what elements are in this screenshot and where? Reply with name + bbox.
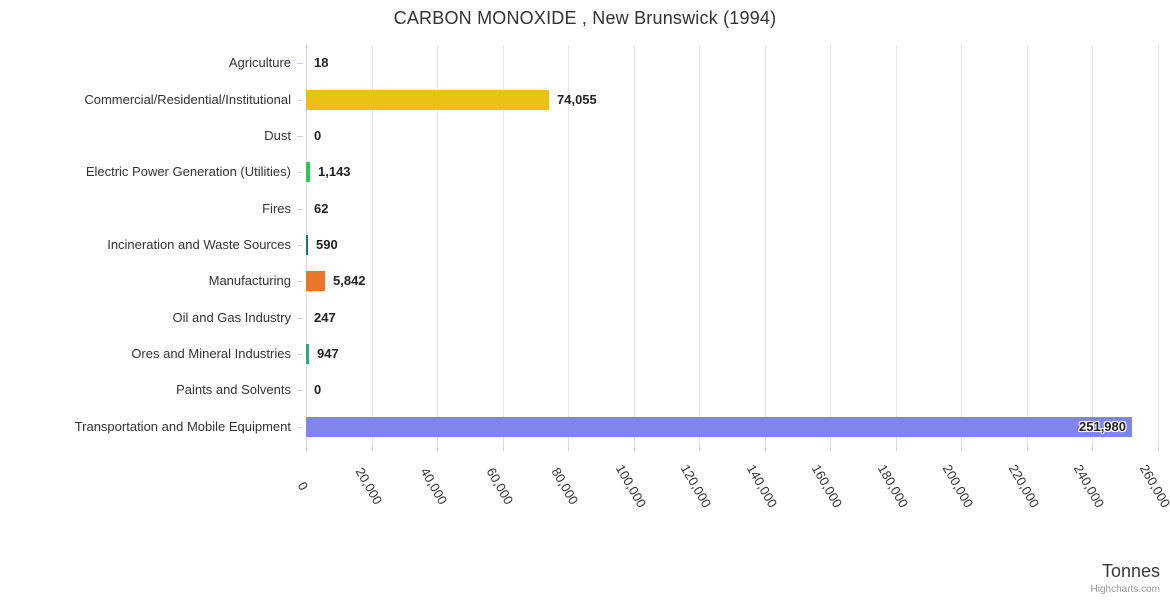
x-tick-label: 240,000	[1070, 461, 1108, 511]
bar[interactable]	[306, 90, 549, 110]
category-label: Agriculture	[228, 55, 291, 70]
category-tick	[297, 209, 303, 210]
x-tick-label: 60,000	[483, 465, 517, 507]
x-tick-label: 100,000	[612, 461, 650, 511]
category-tick	[297, 136, 303, 137]
x-axis-tick	[568, 445, 569, 451]
category-label: Fires	[262, 201, 291, 216]
x-tick-label: 260,000	[1136, 461, 1170, 511]
bar-value-label: 1,143	[318, 164, 351, 179]
category-tick	[297, 63, 303, 64]
x-axis-tick	[1027, 445, 1028, 451]
category-tick	[297, 281, 303, 282]
bar-value-label: 590	[316, 237, 338, 252]
bar-value-label: 18	[314, 55, 329, 70]
x-tick-label: 20,000	[352, 465, 386, 507]
x-tick-label: 40,000	[417, 465, 451, 507]
grid-line	[961, 45, 962, 445]
bar[interactable]	[306, 162, 310, 182]
category-label: Dust	[264, 128, 291, 143]
category-label: Electric Power Generation (Utilities)	[85, 164, 291, 179]
bar[interactable]	[306, 271, 325, 291]
x-tick-label: 180,000	[874, 461, 912, 511]
axis-title-tonnes: Tonnes	[1101, 561, 1160, 581]
x-axis-tick	[503, 445, 504, 451]
category-label: Transportation and Mobile Equipment	[74, 419, 291, 434]
x-tick-label: 0	[294, 479, 312, 493]
x-tick-label: 160,000	[808, 461, 846, 511]
x-axis-tick	[961, 445, 962, 451]
grid-line	[830, 45, 831, 445]
x-axis-tick	[830, 445, 831, 451]
category-tick	[297, 390, 303, 391]
bar-value-label: 251,980	[1079, 419, 1126, 434]
x-tick-label: 200,000	[939, 461, 977, 511]
category-label: Ores and Mineral Industries	[131, 346, 291, 361]
bar[interactable]	[306, 235, 308, 255]
grid-line	[437, 45, 438, 445]
category-label: Oil and Gas Industry	[172, 310, 292, 325]
x-axis-tick	[437, 445, 438, 451]
grid-line	[1158, 45, 1159, 445]
highcharts-credit[interactable]: Highcharts.com	[1090, 584, 1160, 595]
bar-value-label: 0	[314, 128, 322, 143]
category-label: Incineration and Waste Sources	[107, 237, 291, 252]
grid-line	[372, 45, 373, 445]
bar-value-label: 62	[314, 201, 329, 216]
x-tick-label: 80,000	[548, 465, 582, 507]
grid-line	[1092, 45, 1093, 445]
category-tick	[297, 318, 303, 319]
bar-value-label: 5,842	[333, 273, 366, 288]
x-axis-tick	[372, 445, 373, 451]
grid-line	[568, 45, 569, 445]
category-tick	[297, 427, 303, 428]
bar-value-label: 74,055	[557, 92, 597, 107]
category-tick	[297, 245, 303, 246]
x-axis-tick	[765, 445, 766, 451]
bar[interactable]	[306, 344, 309, 364]
bar[interactable]	[306, 417, 1132, 437]
category-label: Manufacturing	[208, 273, 291, 288]
grid-line	[503, 45, 504, 445]
x-axis-tick	[306, 445, 307, 451]
bar-value-label: 0	[314, 382, 322, 397]
bar-value-label: 947	[317, 346, 339, 361]
grid-line	[765, 45, 766, 445]
x-axis-tick	[896, 445, 897, 451]
x-axis-tick	[1158, 445, 1159, 451]
category-tick	[297, 172, 303, 173]
x-tick-label: 220,000	[1005, 461, 1043, 511]
grid-line	[1027, 45, 1028, 445]
x-tick-label: 120,000	[677, 461, 715, 511]
bar-value-label: 247	[314, 310, 336, 325]
category-label: Paints and Solvents	[176, 382, 291, 397]
grid-line	[634, 45, 635, 445]
category-tick	[297, 354, 303, 355]
chart-title: CARBON MONOXIDE , New Brunswick (1994)	[393, 8, 777, 28]
grid-line	[896, 45, 897, 445]
x-axis-tick	[699, 445, 700, 451]
x-axis-tick	[1092, 445, 1093, 451]
x-axis-tick	[634, 445, 635, 451]
grid-line	[699, 45, 700, 445]
category-label: Commercial/Residential/Institutional	[84, 92, 291, 107]
category-tick	[297, 100, 303, 101]
x-tick-label: 140,000	[743, 461, 781, 511]
